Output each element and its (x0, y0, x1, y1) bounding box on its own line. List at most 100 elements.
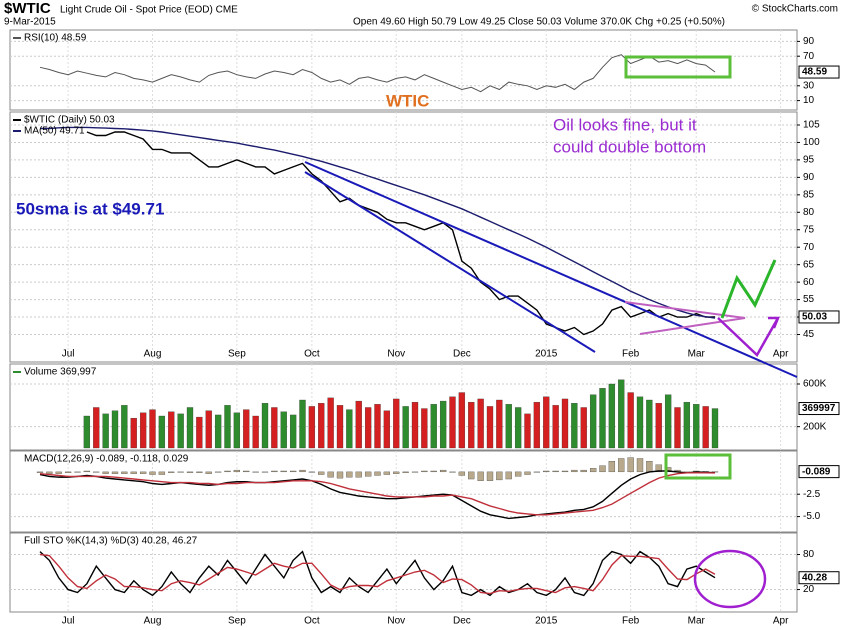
bar (205, 410, 212, 449)
bar (524, 413, 531, 449)
bar (608, 461, 616, 473)
y-tick-label: -2.5 (803, 489, 821, 500)
last-value-label: 48.59 (802, 67, 827, 78)
x-tick-label: Aug (144, 616, 162, 627)
y-tick-label: 80 (803, 207, 815, 218)
bar (158, 415, 166, 449)
x-tick-label: Aug (144, 349, 162, 360)
bar (383, 471, 391, 475)
bar (655, 464, 662, 473)
bar (364, 407, 372, 449)
bar (158, 471, 166, 475)
x-tick-label: Oct (304, 349, 320, 360)
y-tick-label: 85 (803, 189, 815, 200)
last-value-label: -0.089 (802, 466, 831, 477)
bar (149, 471, 156, 475)
last-value-label: 40.28 (802, 572, 827, 583)
bar (336, 405, 344, 449)
last-value-label: 50.03 (802, 312, 827, 323)
y-tick-label: 65 (803, 259, 815, 270)
series-line (39, 54, 716, 93)
last-value-box (798, 310, 840, 324)
bar (543, 396, 550, 449)
bar (505, 404, 512, 449)
bar (674, 407, 681, 449)
bar (289, 414, 297, 449)
bar (486, 471, 494, 481)
bar (683, 401, 691, 449)
x-tick-label: 2015 (535, 349, 558, 360)
bar (243, 409, 250, 449)
bar (383, 410, 391, 449)
bar (102, 413, 109, 449)
x-tick-label: Dec (453, 349, 471, 360)
bar (186, 471, 194, 473)
bar (355, 400, 362, 449)
y-tick-label: 30 (803, 80, 815, 91)
bar (458, 471, 466, 476)
bar (468, 401, 475, 449)
date: 9-Mar-2015 (4, 17, 56, 28)
bar (711, 408, 719, 449)
bar (318, 403, 325, 449)
y-tick-label: 70 (803, 51, 815, 62)
legend-entry: MACD(12,26,9) -0.089, -0.118, 0.029 (24, 454, 189, 465)
bar (186, 407, 194, 449)
bar (374, 471, 381, 476)
bar (486, 406, 494, 449)
series-line (39, 550, 716, 597)
y-tick-label: 10 (803, 95, 815, 106)
legend-entry: $WTIC (Daily) 50.03 (24, 115, 115, 126)
annotation: could double bottom (553, 137, 706, 156)
bar (139, 471, 147, 474)
series-line (40, 126, 716, 319)
y-tick-label: 60 (803, 277, 815, 288)
drawn-annotations (304, 55, 798, 609)
bar (214, 471, 222, 473)
bar (505, 471, 512, 480)
bar (336, 471, 344, 479)
x-tick-label: Jul (62, 616, 75, 627)
annotation: WTIC (386, 91, 429, 110)
bar (552, 470, 559, 473)
annotation: Oil looks fine, but it (553, 115, 697, 134)
x-tick-label: Apr (773, 616, 789, 627)
bar (46, 471, 53, 474)
y-tick-label: 20 (803, 584, 815, 595)
bar (83, 470, 91, 473)
bar (299, 399, 306, 449)
y-tick-label: 90 (803, 172, 815, 183)
bar (355, 471, 362, 478)
bar (430, 470, 437, 473)
panel (9, 29, 798, 111)
x-tick-label: Dec (453, 616, 471, 627)
bar (74, 471, 81, 473)
y-tick-label: 100 (803, 137, 820, 148)
x-tick-label: Nov (387, 616, 405, 627)
y-tick-label: 200K (803, 421, 827, 432)
bar (130, 417, 137, 449)
bar (271, 470, 278, 473)
bar (477, 398, 484, 449)
y-tick-label: 90 (803, 36, 815, 47)
x-tick-label: Mar (688, 616, 706, 627)
bar (393, 471, 400, 474)
bar (533, 471, 541, 473)
bar (308, 406, 316, 449)
bar (233, 469, 241, 473)
bar (205, 471, 212, 474)
bar (496, 471, 503, 481)
bar (524, 471, 531, 475)
bar (214, 414, 222, 449)
bar (664, 394, 672, 449)
bar (411, 471, 419, 473)
x-tick-label: Feb (622, 616, 640, 627)
bar (618, 379, 625, 449)
x-tick-label: Sep (228, 616, 246, 627)
trendline (304, 171, 596, 353)
bar (449, 396, 456, 449)
bar (346, 409, 353, 449)
x-tick-label: Jul (62, 349, 75, 360)
y-tick-label: 55 (803, 294, 815, 305)
bar (280, 470, 287, 473)
